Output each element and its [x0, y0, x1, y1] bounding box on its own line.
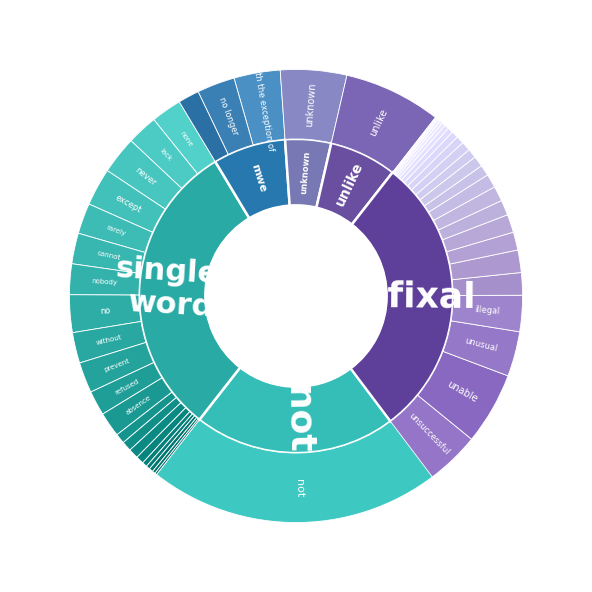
- Wedge shape: [447, 232, 518, 264]
- Text: lack: lack: [159, 148, 173, 163]
- Wedge shape: [404, 132, 457, 186]
- Text: cannot: cannot: [96, 250, 121, 261]
- Text: refused: refused: [114, 378, 140, 395]
- Wedge shape: [91, 362, 162, 414]
- Wedge shape: [107, 141, 182, 209]
- Wedge shape: [443, 321, 520, 376]
- Text: illegal: illegal: [474, 305, 500, 316]
- Wedge shape: [285, 139, 332, 208]
- Text: unable: unable: [445, 379, 480, 404]
- Wedge shape: [452, 272, 523, 295]
- Wedge shape: [424, 166, 487, 212]
- Wedge shape: [156, 416, 442, 523]
- Text: not: not: [294, 478, 304, 497]
- Wedge shape: [429, 175, 494, 220]
- Wedge shape: [394, 118, 438, 173]
- Wedge shape: [439, 201, 507, 240]
- Wedge shape: [143, 411, 192, 466]
- Wedge shape: [443, 215, 513, 252]
- Text: prevent: prevent: [104, 358, 131, 373]
- Text: no longer: no longer: [217, 96, 239, 137]
- Text: unlike: unlike: [368, 108, 390, 139]
- Wedge shape: [332, 75, 436, 172]
- Text: with the exception of: with the exception of: [251, 62, 275, 152]
- Wedge shape: [418, 351, 508, 439]
- Text: not: not: [281, 385, 316, 454]
- Wedge shape: [434, 187, 501, 230]
- Wedge shape: [155, 419, 200, 475]
- Wedge shape: [69, 263, 140, 295]
- Wedge shape: [153, 417, 198, 473]
- Text: unsuccessful: unsuccessful: [407, 411, 451, 457]
- Wedge shape: [137, 408, 190, 463]
- Text: unusual: unusual: [464, 337, 498, 354]
- Wedge shape: [200, 365, 397, 453]
- Text: without: without: [96, 334, 123, 346]
- Wedge shape: [146, 414, 194, 469]
- Wedge shape: [117, 392, 176, 443]
- Wedge shape: [416, 150, 475, 200]
- Text: absence: absence: [124, 394, 152, 416]
- Text: none: none: [179, 130, 194, 147]
- Wedge shape: [69, 295, 141, 333]
- Text: unlike: unlike: [333, 160, 366, 208]
- Wedge shape: [350, 172, 453, 422]
- Wedge shape: [391, 395, 472, 477]
- Wedge shape: [78, 204, 153, 253]
- Wedge shape: [131, 120, 197, 188]
- Text: rarely: rarely: [105, 224, 126, 237]
- Wedge shape: [395, 120, 440, 175]
- Wedge shape: [72, 321, 146, 363]
- Wedge shape: [408, 137, 463, 189]
- Wedge shape: [123, 398, 181, 450]
- Text: nobody: nobody: [92, 278, 118, 286]
- Wedge shape: [316, 143, 392, 224]
- Wedge shape: [280, 69, 347, 143]
- Wedge shape: [450, 250, 522, 279]
- Text: single-
word: single- word: [112, 253, 232, 323]
- Circle shape: [205, 205, 387, 387]
- Wedge shape: [79, 342, 154, 392]
- Wedge shape: [397, 123, 445, 178]
- Wedge shape: [154, 102, 215, 173]
- Wedge shape: [89, 170, 165, 232]
- Wedge shape: [130, 403, 186, 457]
- Wedge shape: [401, 128, 452, 182]
- Text: never: never: [133, 166, 158, 188]
- Wedge shape: [411, 143, 469, 195]
- Text: unknown: unknown: [304, 82, 318, 127]
- Wedge shape: [198, 78, 253, 155]
- Text: except: except: [113, 193, 143, 214]
- Text: afixal: afixal: [363, 279, 476, 314]
- Wedge shape: [102, 378, 172, 435]
- Wedge shape: [451, 295, 523, 332]
- Wedge shape: [420, 157, 481, 206]
- Wedge shape: [150, 416, 197, 471]
- Wedge shape: [392, 117, 437, 173]
- Wedge shape: [179, 92, 228, 162]
- Wedge shape: [72, 233, 145, 274]
- Text: no: no: [99, 306, 110, 316]
- Text: mwe: mwe: [250, 162, 268, 194]
- Wedge shape: [400, 126, 448, 180]
- Wedge shape: [139, 162, 249, 420]
- Wedge shape: [234, 70, 285, 145]
- Wedge shape: [396, 121, 442, 176]
- Text: unknown: unknown: [300, 151, 312, 194]
- Wedge shape: [215, 139, 289, 218]
